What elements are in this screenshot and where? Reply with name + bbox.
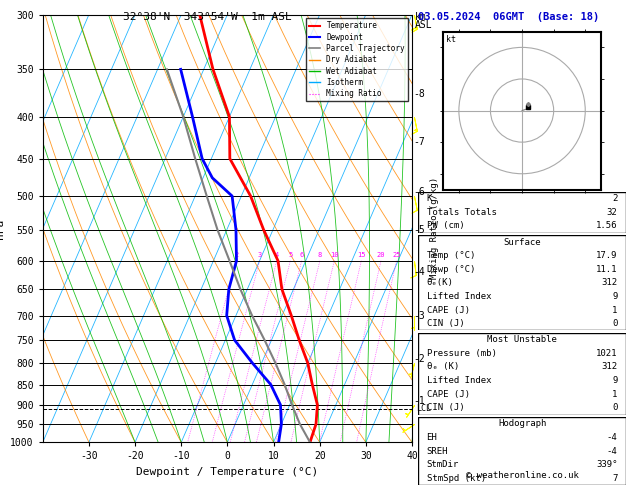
Text: 7: 7 (612, 474, 618, 483)
Text: 15: 15 (357, 252, 365, 258)
Text: StmSpd (kt): StmSpd (kt) (426, 474, 486, 483)
Text: 1021: 1021 (596, 349, 618, 358)
Text: -4: -4 (607, 433, 618, 442)
Text: 20: 20 (377, 252, 385, 258)
Text: 312: 312 (601, 278, 618, 287)
Text: Surface: Surface (503, 238, 541, 246)
Text: 10: 10 (330, 252, 338, 258)
Text: 32°38'N  343°54'W  1m ASL: 32°38'N 343°54'W 1m ASL (123, 12, 292, 22)
Text: 1: 1 (612, 306, 618, 314)
Text: 2: 2 (612, 194, 618, 203)
Text: θₑ (K): θₑ (K) (426, 363, 459, 371)
Text: 32: 32 (607, 208, 618, 217)
Text: -2: -2 (413, 353, 425, 364)
Text: Mixing Ratio (g/kg): Mixing Ratio (g/kg) (430, 177, 438, 279)
Text: 17.9: 17.9 (596, 251, 618, 260)
Text: Dewp (°C): Dewp (°C) (426, 265, 475, 274)
Text: -1: -1 (413, 396, 425, 406)
Text: 9: 9 (612, 292, 618, 301)
Text: 1: 1 (612, 390, 618, 399)
Text: km: km (415, 12, 427, 22)
Text: -4: -4 (413, 267, 425, 278)
Text: © weatheronline.co.uk: © weatheronline.co.uk (465, 471, 579, 480)
Text: Totals Totals: Totals Totals (426, 208, 496, 217)
Legend: Temperature, Dewpoint, Parcel Trajectory, Dry Adiabat, Wet Adiabat, Isotherm, Mi: Temperature, Dewpoint, Parcel Trajectory… (306, 18, 408, 101)
Y-axis label: hPa: hPa (0, 218, 4, 239)
Text: CIN (J): CIN (J) (426, 403, 464, 412)
Text: 11.1: 11.1 (596, 265, 618, 274)
Text: 25: 25 (392, 252, 401, 258)
Text: 2: 2 (234, 252, 238, 258)
Text: Lifted Index: Lifted Index (426, 376, 491, 385)
Text: Lifted Index: Lifted Index (426, 292, 491, 301)
Text: ASL: ASL (415, 20, 433, 31)
X-axis label: Dewpoint / Temperature (°C): Dewpoint / Temperature (°C) (136, 467, 318, 477)
Text: CAPE (J): CAPE (J) (426, 390, 470, 399)
Text: 4: 4 (275, 252, 279, 258)
Text: Hodograph: Hodograph (498, 419, 546, 428)
Text: CIN (J): CIN (J) (426, 319, 464, 328)
Text: Pressure (mb): Pressure (mb) (426, 349, 496, 358)
Text: Most Unstable: Most Unstable (487, 335, 557, 344)
Text: EH: EH (426, 433, 437, 442)
Text: 339°: 339° (596, 460, 618, 469)
Text: 03.05.2024  06GMT  (Base: 18): 03.05.2024 06GMT (Base: 18) (418, 12, 599, 22)
Text: -3: -3 (413, 311, 425, 321)
Text: 8: 8 (318, 252, 322, 258)
Text: StmDir: StmDir (426, 460, 459, 469)
Text: K: K (426, 194, 432, 203)
Text: 0: 0 (612, 403, 618, 412)
Text: kt: kt (446, 35, 456, 44)
Text: CAPE (J): CAPE (J) (426, 306, 470, 314)
Text: -4: -4 (607, 447, 618, 455)
Text: 5: 5 (288, 252, 292, 258)
Text: Temp (°C): Temp (°C) (426, 251, 475, 260)
Text: 1.56: 1.56 (596, 222, 618, 230)
Text: SREH: SREH (426, 447, 448, 455)
Text: -5: -5 (413, 225, 425, 235)
Text: 312: 312 (601, 363, 618, 371)
Text: -6: -6 (413, 188, 425, 197)
Text: 3: 3 (257, 252, 262, 258)
Text: 6: 6 (299, 252, 304, 258)
Text: LCL: LCL (416, 404, 431, 413)
Text: θₑ(K): θₑ(K) (426, 278, 454, 287)
Text: 9: 9 (612, 376, 618, 385)
Text: -8: -8 (413, 89, 425, 99)
Text: -7: -7 (413, 138, 425, 147)
Text: 0: 0 (612, 319, 618, 328)
Text: PW (cm): PW (cm) (426, 222, 464, 230)
